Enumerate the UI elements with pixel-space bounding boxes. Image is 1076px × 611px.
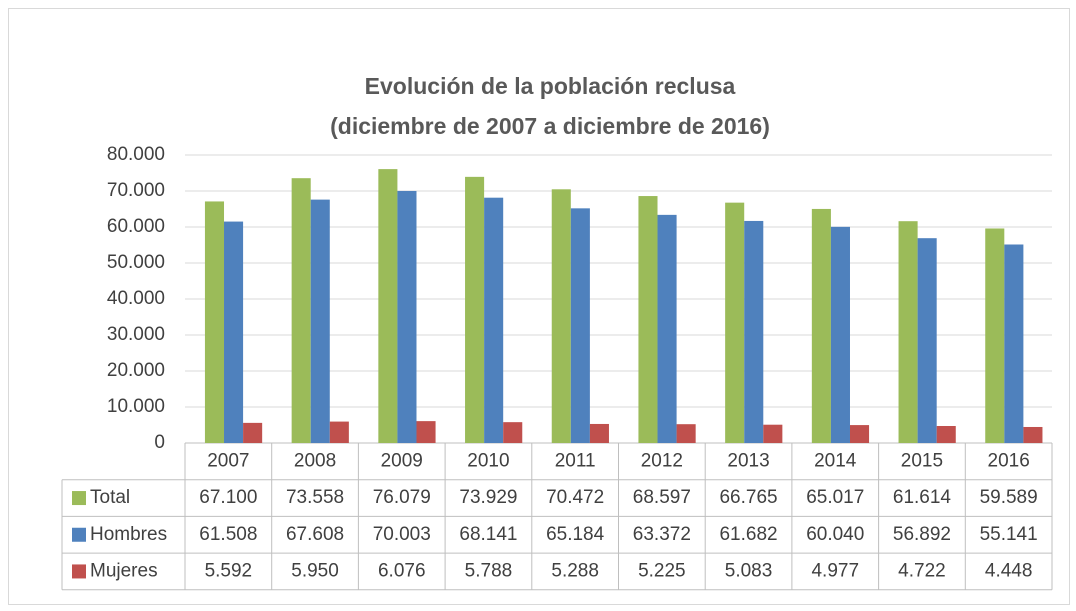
table-value: 5.592: [205, 560, 253, 581]
legend-key: [72, 491, 86, 506]
bar: [416, 421, 436, 443]
legend-key: [72, 564, 86, 579]
table-value: 5.225: [638, 560, 686, 581]
table-value: 70.003: [373, 524, 431, 545]
bar: [1004, 244, 1024, 443]
bar: [830, 226, 850, 443]
bar: [898, 221, 918, 443]
table-value: 67.608: [286, 524, 344, 545]
bar: [725, 202, 745, 443]
table-value: 66.765: [719, 487, 777, 508]
table-value: 61.614: [893, 487, 952, 508]
bar: [638, 196, 658, 443]
bar: [589, 423, 609, 443]
table-value: 59.589: [980, 487, 1038, 508]
table-value: 5.288: [551, 560, 599, 581]
x-tick-label: 2009: [381, 450, 423, 471]
legend-label: Total: [90, 487, 130, 508]
bar: [985, 228, 1005, 443]
y-tick-label: 10.000: [107, 396, 165, 417]
legend-label: Mujeres: [90, 560, 158, 581]
x-tick-label: 2015: [901, 450, 943, 471]
bar: [1023, 426, 1043, 443]
bar: [310, 199, 330, 443]
table-value: 70.472: [546, 487, 604, 508]
table-value: 61.508: [199, 524, 257, 545]
table-value: 5.950: [291, 560, 339, 581]
y-tick-label: 40.000: [107, 288, 165, 309]
x-tick-label: 2011: [555, 450, 596, 471]
bar: [243, 422, 263, 443]
y-tick-label: 30.000: [107, 324, 165, 345]
x-tick-label: 2013: [727, 450, 769, 471]
bar: [378, 169, 398, 443]
bar: [224, 221, 244, 443]
table-value: 68.597: [633, 487, 691, 508]
bar: [397, 190, 417, 443]
bar: [849, 425, 870, 443]
y-tick-label: 60.000: [107, 216, 165, 237]
bar: [657, 214, 677, 443]
table-value: 6.076: [378, 560, 426, 581]
table-value: 5.788: [465, 560, 513, 581]
table-value: 5.083: [725, 560, 773, 581]
table-value: 55.141: [980, 524, 1038, 545]
bar: [465, 176, 485, 444]
bar: [503, 422, 523, 443]
y-tick-label: 50.000: [107, 252, 165, 273]
y-tick-label: 70.000: [107, 180, 165, 201]
y-tick-label: 0: [154, 432, 165, 453]
table-value: 60.040: [806, 524, 864, 545]
x-tick-label: 2010: [467, 450, 509, 471]
table-value: 68.141: [459, 524, 517, 545]
table-value: 61.682: [719, 524, 777, 545]
y-tick-label: 80.000: [107, 144, 165, 165]
bar: [291, 178, 311, 443]
legend-label: Hombres: [90, 524, 167, 545]
table-value: 65.184: [546, 524, 605, 545]
x-tick-label: 2014: [814, 450, 857, 471]
table-value: 73.929: [459, 487, 517, 508]
bar: [811, 208, 831, 443]
table-value: 73.558: [286, 487, 344, 508]
chart-subtitle: (diciembre de 2007 a diciembre de 2016): [330, 113, 770, 139]
table-value: 67.100: [199, 487, 257, 508]
y-tick-label: 20.000: [107, 360, 165, 381]
table-value: 4.977: [811, 560, 859, 581]
bar: [570, 208, 590, 443]
bar: [744, 220, 764, 443]
x-tick-label: 2007: [207, 450, 249, 471]
bar: [204, 201, 225, 443]
x-tick-label: 2012: [641, 450, 683, 471]
legend-key: [72, 527, 86, 542]
bar: [676, 424, 696, 443]
x-tick-label: 2016: [988, 450, 1030, 471]
bar: [763, 424, 783, 443]
bar: [917, 238, 937, 443]
table-value: 76.079: [373, 487, 431, 508]
bar: [936, 426, 956, 443]
chart-title: Evolución de la población reclusa: [365, 73, 736, 99]
table-value: 56.892: [893, 524, 951, 545]
bar: [484, 197, 504, 443]
bar: [329, 421, 349, 443]
table-value: 4.448: [985, 560, 1033, 581]
table-value: 63.372: [633, 524, 691, 545]
table-value: 4.722: [898, 560, 946, 581]
x-tick-label: 2008: [294, 450, 336, 471]
bar: [551, 189, 571, 443]
table-value: 65.017: [806, 487, 864, 508]
